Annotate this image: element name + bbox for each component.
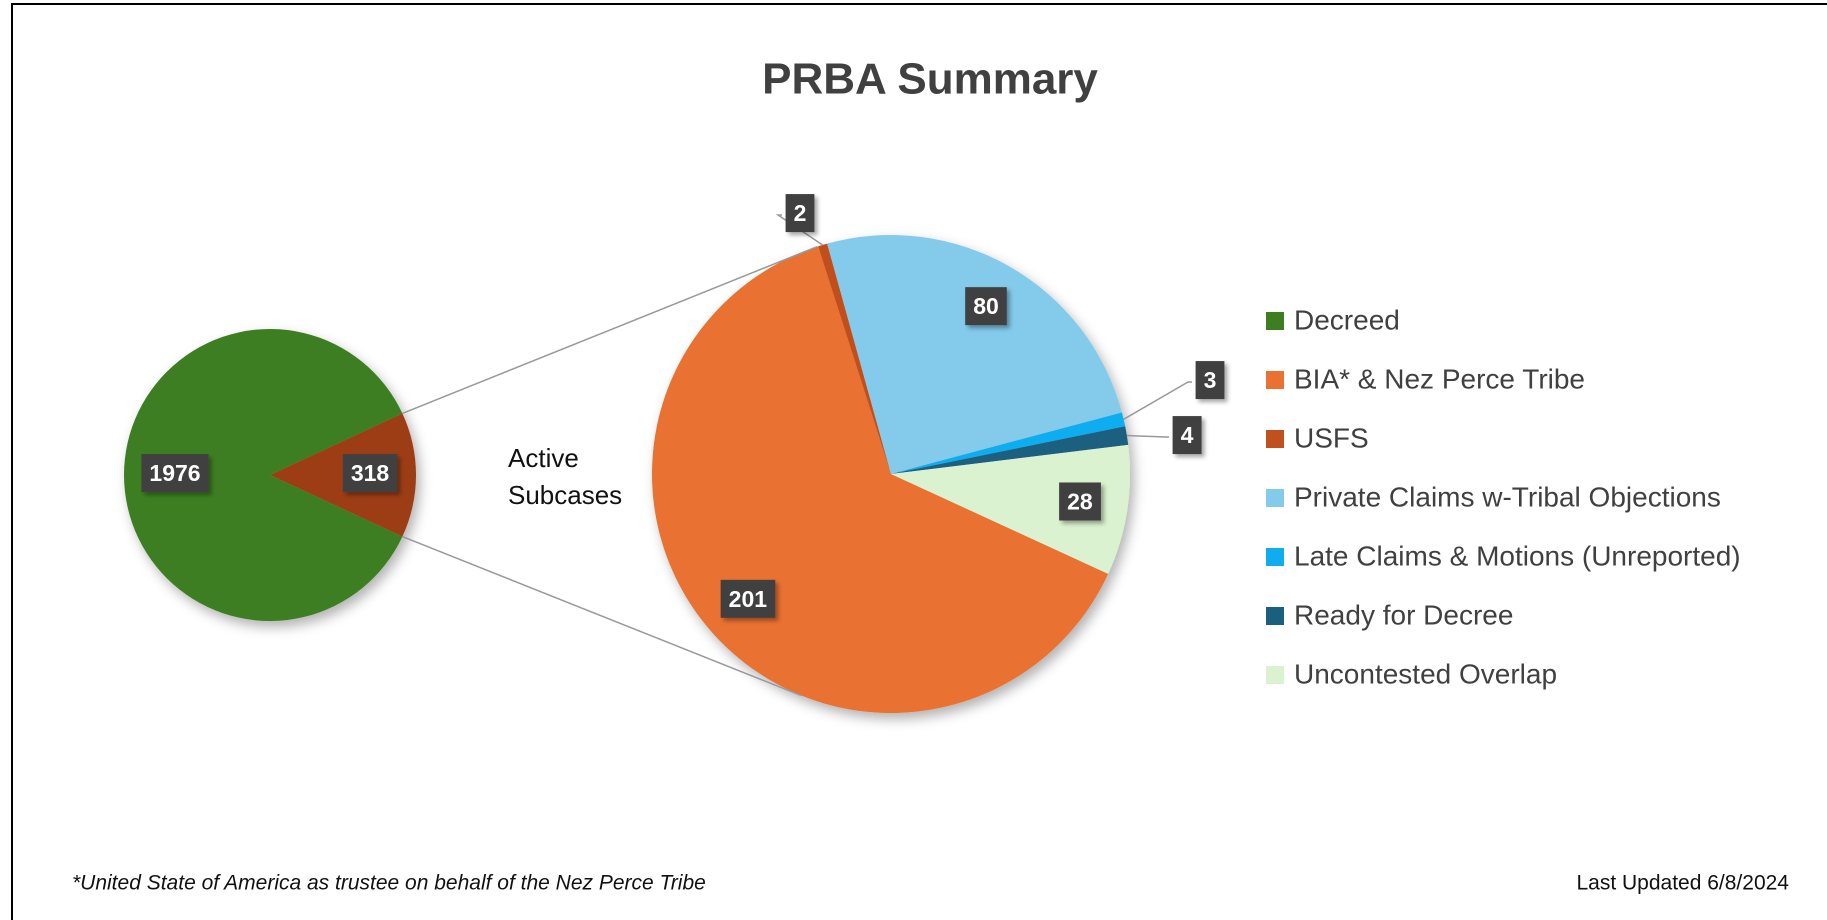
legend-label: BIA* & Nez Perce Tribe [1294,363,1585,394]
data-label-box [1059,482,1101,521]
chart-title: PRBA Summary [762,55,1098,104]
active-subcases-label: Active Subcases [508,443,623,510]
legend-label: Ready for Decree [1294,599,1513,630]
data-label: 4 [1181,422,1194,448]
connector-line [402,246,818,415]
footnote: *United State of America as trustee on b… [72,872,706,895]
legend-label: Uncontested Overlap [1294,658,1557,689]
legend-label: USFS [1294,422,1369,453]
data-label: 201 [729,586,768,612]
leader-line [1123,381,1192,420]
pie-slice [891,444,1130,574]
data-label: 318 [351,460,390,486]
legend-swatch [1266,489,1284,507]
data-label-box [1195,361,1225,400]
data-label-box [1172,416,1202,455]
pie-slice [891,412,1126,474]
legend-swatch [1266,607,1284,625]
legend-swatch [1266,312,1284,330]
data-label-box [141,454,209,493]
pie-slice [891,426,1129,474]
leader-line [1126,434,1169,438]
frame [11,3,1827,920]
pie-slice [827,235,1122,474]
data-label: 1976 [149,460,200,486]
legend-label: Late Claims & Motions (Unreported) [1294,540,1741,571]
connector-line [402,535,802,697]
data-label: 80 [973,293,999,319]
data-label: 28 [1067,488,1093,514]
legend-swatch [1266,666,1284,684]
last-updated: Last Updated 6/8/2024 [1576,872,1789,895]
legend-label: Private Claims w-Tribal Objections [1294,481,1721,512]
legend-swatch [1266,430,1284,448]
leader-line [775,214,824,246]
data-label-box [342,454,398,493]
secondary-pie [651,235,1130,713]
data-label-box [965,287,1007,326]
legend-swatch [1266,371,1284,389]
pie-slice [818,243,891,474]
data-label: 2 [794,200,807,226]
data-label-box [720,579,776,618]
legend-label: Decreed [1294,304,1400,335]
data-label-box [785,194,815,233]
data-label: 3 [1204,367,1217,393]
legend-swatch [1266,548,1284,566]
pie-slice [123,329,403,622]
